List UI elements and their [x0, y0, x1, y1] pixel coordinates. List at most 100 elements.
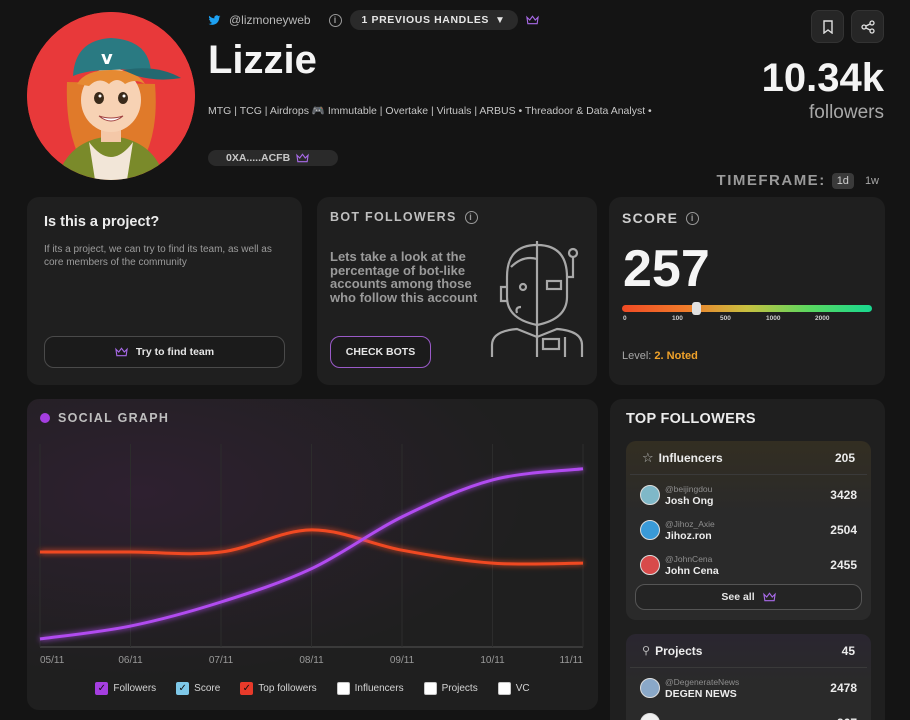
social-graph-chart: 05/11 06/11 07/11 08/11 09/11 10/11 11/11 — [39, 444, 584, 666]
follower-score: 2478 — [830, 680, 857, 695]
legend-checkbox[interactable]: ✓ — [95, 682, 109, 695]
crown-icon — [115, 347, 128, 357]
followers-label: followers — [809, 102, 884, 123]
score-scale: 0 100 500 1000 2000 — [622, 315, 872, 325]
bot-followers-description: Lets take a look at the percentage of bo… — [330, 249, 478, 305]
legend-checkbox[interactable]: ✓ — [240, 682, 254, 695]
score-header: SCORE i — [622, 210, 700, 226]
check-bots-button[interactable]: CHECK BOTS — [330, 336, 431, 368]
follower-avatar — [640, 712, 660, 720]
influencers-count: 205 — [834, 450, 855, 465]
follower-avatar — [640, 677, 660, 698]
legend-label: Projects — [441, 683, 478, 694]
legend-item[interactable]: ✓ Top followers — [240, 682, 317, 695]
check-bots-label: CHECK BOTS — [345, 346, 416, 358]
find-team-label: Try to find team — [135, 346, 215, 358]
follower-text: @beijingdou Josh Ong — [665, 483, 830, 507]
bookmark-icon — [822, 19, 833, 34]
follower-avatar — [640, 519, 660, 540]
twitter-icon — [208, 14, 221, 25]
score-value: 257 — [623, 240, 710, 298]
bot-followers-card: BOT FOLLOWERS i Lets take a look at the … — [317, 197, 597, 385]
share-button[interactable] — [851, 10, 884, 43]
previous-handles-label: 1 PREVIOUS HANDLES — [361, 14, 490, 26]
follower-row[interactable]: @Jihoz_Axie Jihoz.ron 2504 — [626, 512, 871, 547]
crown-icon — [525, 15, 539, 25]
follower-row[interactable]: @DegenerateNews DEGEN NEWS 2478 — [626, 670, 871, 705]
scale-tick-label: 500 — [720, 315, 731, 322]
influencers-label: Influencers — [658, 450, 723, 465]
legend-item[interactable]: Projects — [423, 682, 478, 695]
score-title: SCORE — [622, 210, 679, 226]
follower-score: 967 — [837, 716, 857, 720]
legend-item[interactable]: VC — [497, 682, 530, 695]
follower-row[interactable]: @beijingdou Josh Ong 3428 — [626, 477, 871, 512]
series-line-top-followers — [39, 528, 584, 566]
x-tick-label: 06/11 — [118, 655, 143, 666]
follower-handle: @beijingdou — [665, 483, 713, 494]
x-tick-label: 11/11 — [559, 655, 583, 666]
followers-count: 10.34k — [761, 56, 884, 100]
twitter-handle[interactable]: @lizmoneyweb — [229, 13, 311, 27]
follower-row[interactable]: @FelineFiendz967 — [626, 705, 871, 720]
x-tick-label: 05/11 — [40, 655, 65, 666]
legend-label: Score — [194, 683, 221, 694]
follower-handle: @DegenerateNews — [665, 676, 740, 687]
score-gauge — [622, 305, 872, 312]
info-icon[interactable]: i — [686, 211, 700, 225]
projects-count: 45 — [841, 643, 855, 658]
see-all-label: See all — [721, 591, 755, 603]
legend-checkbox[interactable] — [497, 682, 511, 695]
previous-handles-dropdown[interactable]: 1 PREVIOUS HANDLES ▼ — [349, 10, 518, 30]
score-gauge-marker[interactable] — [692, 302, 701, 315]
follower-avatar — [640, 484, 660, 505]
top-followers-card: TOP FOLLOWERS ☆ Influencers 205 @beijing… — [610, 399, 885, 720]
crown-icon — [296, 153, 310, 163]
follower-text: @FelineFiendz — [665, 717, 837, 720]
follower-name: John Cena — [665, 564, 719, 577]
projects-icon: ⚲ — [642, 645, 651, 657]
x-tick-label: 08/11 — [299, 655, 324, 666]
legend-checkbox[interactable]: ✓ — [176, 682, 190, 695]
top-followers-title: TOP FOLLOWERS — [626, 411, 756, 427]
wallet-address[interactable]: 0XA.....ACFB — [208, 150, 338, 166]
legend-item[interactable]: ✓ Followers — [95, 682, 156, 695]
timeframe-option-1d[interactable]: 1d — [831, 172, 854, 189]
svg-text:v: v — [101, 48, 113, 69]
legend-checkbox[interactable] — [423, 682, 437, 695]
follower-handle: @Jihoz_Axie — [665, 518, 715, 529]
follower-name: DEGEN NEWS — [665, 687, 737, 700]
influencers-panel: ☆ Influencers 205 @beijingdou Josh Ong 342… — [626, 441, 871, 620]
find-team-button[interactable]: Try to find team — [44, 336, 285, 368]
timeframe-option-1w[interactable]: 1w — [864, 174, 879, 187]
scale-tick-label: 100 — [672, 315, 683, 322]
legend-item[interactable]: ✓ Score — [176, 682, 220, 695]
legend-checkbox[interactable] — [336, 682, 350, 695]
x-tick-label: 10/11 — [480, 655, 505, 666]
projects-header: ⚲ Projects 45 — [630, 634, 867, 668]
scale-tick-label: 0 — [623, 315, 627, 322]
scale-tick-label: 1000 — [766, 315, 781, 322]
timeframe-label: TIMEFRAME: — [716, 172, 826, 189]
bookmark-button[interactable] — [811, 10, 844, 43]
projects-label: Projects — [655, 643, 703, 658]
star-icon: ☆ — [642, 449, 654, 465]
social-graph-legend: ✓ Followers ✓ Score ✓ Top followers Influencer… — [27, 682, 598, 695]
x-tick-label: 07/11 — [209, 655, 234, 666]
score-card: SCORE i 257 0 100 500 1000 2000 Level: 2… — [609, 197, 885, 385]
info-icon[interactable]: i — [328, 13, 342, 27]
level-value: 2. Noted — [654, 350, 698, 362]
project-card: Is this a project? If its a project, we … — [27, 197, 302, 385]
follower-score: 2504 — [830, 522, 857, 537]
info-icon[interactable]: i — [464, 210, 478, 224]
see-all-button[interactable]: See all — [635, 584, 862, 610]
timeframe-selector: TIMEFRAME: 1d 1w — [717, 172, 884, 189]
follower-row[interactable]: @JohnCena John Cena 2455 — [626, 547, 871, 582]
bot-robot-icon — [490, 241, 584, 357]
follower-handle: @JohnCena — [665, 553, 713, 564]
bot-followers-header: BOT FOLLOWERS i — [330, 210, 478, 224]
follower-handle: @FelineFiendz — [665, 717, 837, 720]
projects-panel: ⚲ Projects 45 @DegenerateNews DEGEN NEWS 2… — [626, 634, 871, 720]
scale-tick-label: 2000 — [815, 315, 830, 322]
legend-item[interactable]: Influencers — [336, 682, 404, 695]
